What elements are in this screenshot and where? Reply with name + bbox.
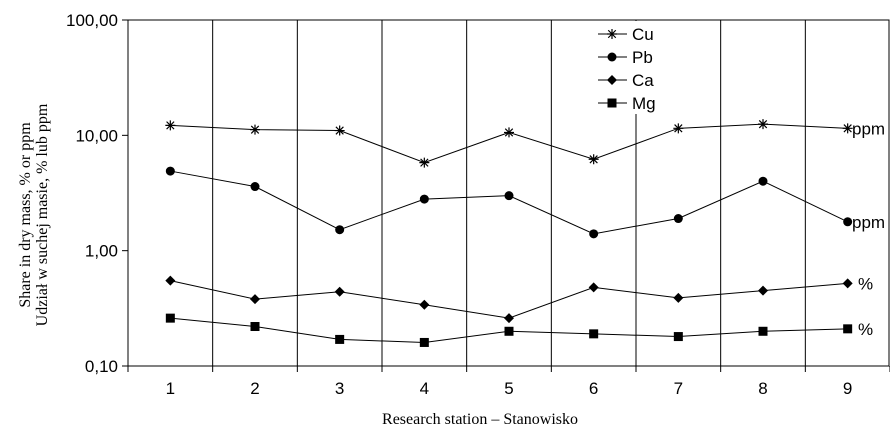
- data-point: [758, 176, 768, 186]
- y-axis: 0,10 1,00 10,00 100,00: [66, 11, 128, 376]
- legend-box: [593, 21, 664, 114]
- data-point: [250, 322, 260, 332]
- y-axis-title-line1: Share in dry mass, % or ppm: [17, 122, 34, 308]
- y-tick-label: 0,10: [85, 357, 118, 376]
- series-cu: [165, 119, 853, 168]
- x-tick-label: 9: [843, 379, 852, 398]
- data-point: [758, 285, 768, 296]
- data-point: [589, 329, 599, 339]
- x-tick-label: 3: [335, 379, 344, 398]
- data-point: [842, 123, 853, 134]
- y-tick-label: 10,00: [75, 126, 118, 145]
- data-point: [165, 313, 175, 323]
- data-point: [588, 282, 599, 293]
- series-end-label: %: [858, 274, 873, 293]
- x-tick-label: 1: [166, 379, 175, 398]
- x-tick-label: 7: [674, 379, 683, 398]
- legend-marker: [607, 29, 617, 39]
- data-point: [334, 125, 345, 136]
- data-point: [165, 120, 176, 131]
- data-point: [250, 294, 260, 305]
- data-point: [673, 214, 683, 224]
- data-point: [673, 292, 684, 303]
- x-tick-label: 6: [589, 379, 598, 398]
- x-axis: 1 2 3 4 5 6 7 8 9: [127, 366, 890, 398]
- data-point: [419, 194, 429, 204]
- data-point: [419, 157, 430, 168]
- data-point: [588, 154, 599, 165]
- series-end-label: %: [858, 320, 873, 339]
- x-tick-label: 8: [758, 379, 767, 398]
- legend-item: Pb: [598, 48, 653, 67]
- legend-item: Ca: [598, 71, 654, 90]
- x-axis-title: Research station – Stanowisko: [382, 411, 578, 428]
- data-point: [504, 127, 514, 138]
- data-point: [842, 278, 853, 289]
- plot-area: [127, 19, 890, 367]
- legend-marker: [607, 52, 617, 62]
- y-tick-label: 1,00: [85, 242, 118, 261]
- y-tick-label: 100,00: [66, 11, 118, 30]
- data-point: [758, 326, 768, 336]
- data-point: [250, 182, 260, 192]
- data-point: [843, 324, 853, 334]
- series-ca: [165, 275, 853, 324]
- data-point: [673, 123, 684, 134]
- data-point: [843, 217, 853, 227]
- y-axis-title-line2: Udział w suchej masie, % lub ppm: [34, 103, 51, 326]
- data-point: [504, 191, 514, 201]
- data-point: [589, 229, 599, 239]
- data-point: [504, 313, 514, 324]
- legend-label: Pb: [632, 48, 653, 67]
- end-labels: ppm ppm%%: [852, 119, 885, 339]
- series-end-label: ppm: [852, 119, 885, 138]
- data-point: [165, 275, 176, 286]
- data-point: [334, 286, 345, 297]
- x-tick-label: 5: [504, 379, 513, 398]
- x-tick-label: 4: [420, 379, 429, 398]
- legend-label: Ca: [632, 71, 654, 90]
- series-mg: [165, 313, 853, 347]
- legend-item: Cu: [598, 25, 654, 44]
- legend-marker: [607, 75, 617, 85]
- data-point: [165, 166, 175, 176]
- series-line: [170, 170, 848, 235]
- data-point: [335, 225, 345, 235]
- data-point: [419, 299, 430, 310]
- x-tick-label: 2: [250, 379, 259, 398]
- legend-marker: [607, 98, 617, 108]
- data-point: [673, 332, 683, 342]
- series-end-label: ppm: [852, 213, 885, 232]
- data-point: [758, 119, 768, 130]
- legend-item: Mg: [598, 94, 656, 113]
- data-point: [335, 334, 345, 344]
- legend: Cu Pb Ca Mg: [593, 21, 664, 114]
- data-point: [250, 124, 260, 135]
- legend-label: Cu: [632, 25, 654, 44]
- series-line: [170, 280, 848, 319]
- series-layer: [165, 119, 853, 347]
- data-point: [419, 337, 429, 347]
- series-pb: [165, 166, 853, 239]
- legend-label: Mg: [632, 94, 656, 113]
- data-point: [504, 326, 514, 336]
